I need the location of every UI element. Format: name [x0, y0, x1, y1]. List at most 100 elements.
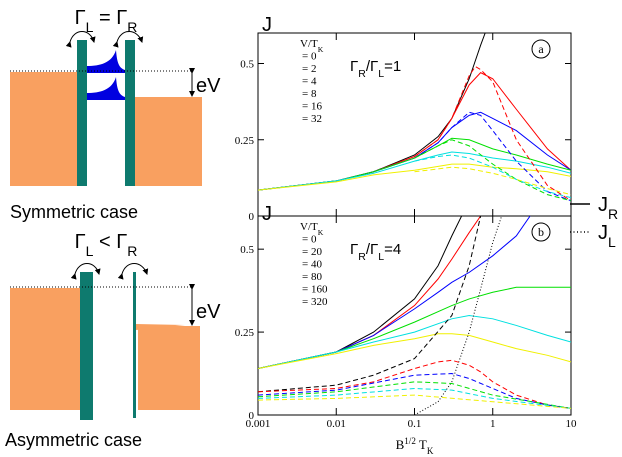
x-tick-label: 0.001	[246, 418, 271, 430]
text-part: K	[318, 228, 324, 237]
symmetric-diagram: ΓL = ΓR eV Symmetric case	[10, 7, 221, 222]
legend-entry: = 0	[302, 51, 317, 63]
x-axis-label: B1/2 TK	[396, 436, 434, 456]
text-part: R	[127, 243, 137, 259]
x-tick-label: 0.01	[327, 418, 346, 430]
panel-label: b	[538, 225, 544, 239]
y-tick-label: 0.5	[240, 59, 254, 71]
text-part: 1/2	[404, 436, 416, 446]
series-line	[258, 216, 482, 393]
text-part: R	[358, 68, 366, 80]
series-group	[258, 216, 571, 415]
panel-badge	[531, 222, 551, 242]
diagram-title: ΓL < ΓR	[75, 231, 138, 259]
series-line	[414, 154, 571, 199]
text-part: =1	[384, 58, 401, 75]
series-line	[258, 286, 571, 370]
resonance	[87, 77, 125, 100]
y-tick-label: 0.5	[240, 244, 254, 256]
barrier	[80, 272, 93, 420]
text-part: T	[416, 437, 427, 452]
series-line	[258, 151, 571, 191]
text-part: B	[396, 437, 405, 452]
resonance	[87, 50, 125, 73]
text-part: R	[358, 251, 366, 263]
legend-entry: = 32	[302, 113, 322, 125]
legend-entry: = 4	[302, 76, 317, 88]
resonance	[136, 324, 185, 330]
series-line	[414, 111, 571, 202]
series-line	[258, 216, 531, 370]
caption: Asymmetric case	[5, 430, 142, 450]
legend-entry: = 8	[302, 88, 317, 100]
asymmetric-diagram: ΓL < ΓR eV Asymmetric case	[5, 231, 221, 450]
text-part: L	[378, 68, 384, 80]
text-part: J	[598, 194, 608, 216]
y-tick-label: 0	[249, 211, 255, 223]
panel-subtitle: ΓR/ΓL=1	[350, 58, 401, 80]
panel-label: a	[538, 42, 544, 56]
legend-entry: = 80	[302, 271, 322, 283]
tunnel-arrow	[112, 31, 144, 48]
text-part: L	[608, 234, 616, 250]
panel-subtitle: ΓR/ΓL=4	[350, 241, 401, 263]
legend-entry: = 16	[302, 101, 322, 113]
legend-title: V/TK	[300, 38, 324, 54]
series-line	[258, 373, 571, 409]
text-part: L	[86, 243, 94, 259]
left-lead	[10, 72, 82, 186]
text-part: K	[318, 45, 324, 54]
energy-label: eV	[196, 301, 221, 323]
legend-entry: = 2	[302, 63, 316, 75]
barrier	[133, 272, 136, 418]
energy-label: eV	[196, 75, 221, 97]
legend-title: V/TK	[300, 221, 324, 237]
series-line	[258, 216, 482, 370]
y-tick-label: 0	[249, 410, 255, 422]
text-part: /Γ	[366, 58, 378, 75]
legend-entry: = 320	[302, 296, 328, 308]
text-part: = Γ	[93, 7, 127, 29]
y-tick-label: 0.25	[235, 327, 255, 339]
text-part: R	[608, 206, 618, 222]
series-line	[258, 314, 571, 370]
barrier	[125, 40, 135, 186]
panel-badge	[531, 39, 551, 59]
series-group	[258, 33, 571, 202]
tunnel-arrow	[65, 31, 96, 48]
right-lead	[134, 97, 202, 186]
text-part: L	[378, 251, 384, 263]
series-line	[414, 216, 503, 415]
legend-entry: = 20	[302, 246, 322, 258]
left-lead	[10, 288, 82, 410]
series-line	[258, 163, 571, 191]
series-line	[258, 333, 571, 370]
text-part: /Γ	[366, 241, 378, 258]
y-axis-label: J	[262, 203, 272, 225]
x-tick-label: 0.1	[408, 418, 422, 430]
text-part: L	[86, 19, 94, 35]
right-lead	[138, 326, 200, 410]
series-line	[414, 65, 571, 202]
legend-label: JR	[598, 194, 618, 222]
y-tick-label: 0.25	[235, 135, 255, 147]
series-line	[258, 137, 571, 191]
series-line	[258, 387, 571, 409]
caption: Symmetric case	[10, 202, 138, 222]
legend-entry: = 0	[302, 234, 317, 246]
text-part: R	[127, 19, 137, 35]
x-tick-label: 1	[490, 418, 496, 430]
tunnel-arrow	[117, 263, 149, 280]
text-part: Γ	[350, 241, 358, 258]
series-line	[258, 33, 486, 191]
text-part: < Γ	[93, 231, 127, 253]
text-part: V/T	[300, 221, 318, 233]
series-line	[258, 359, 571, 409]
series-line	[414, 139, 571, 202]
text-part: Γ	[350, 58, 358, 75]
text-part: K	[427, 446, 434, 456]
tunnel-arrow	[70, 263, 101, 280]
series-line	[258, 381, 571, 409]
barrier	[77, 40, 87, 186]
